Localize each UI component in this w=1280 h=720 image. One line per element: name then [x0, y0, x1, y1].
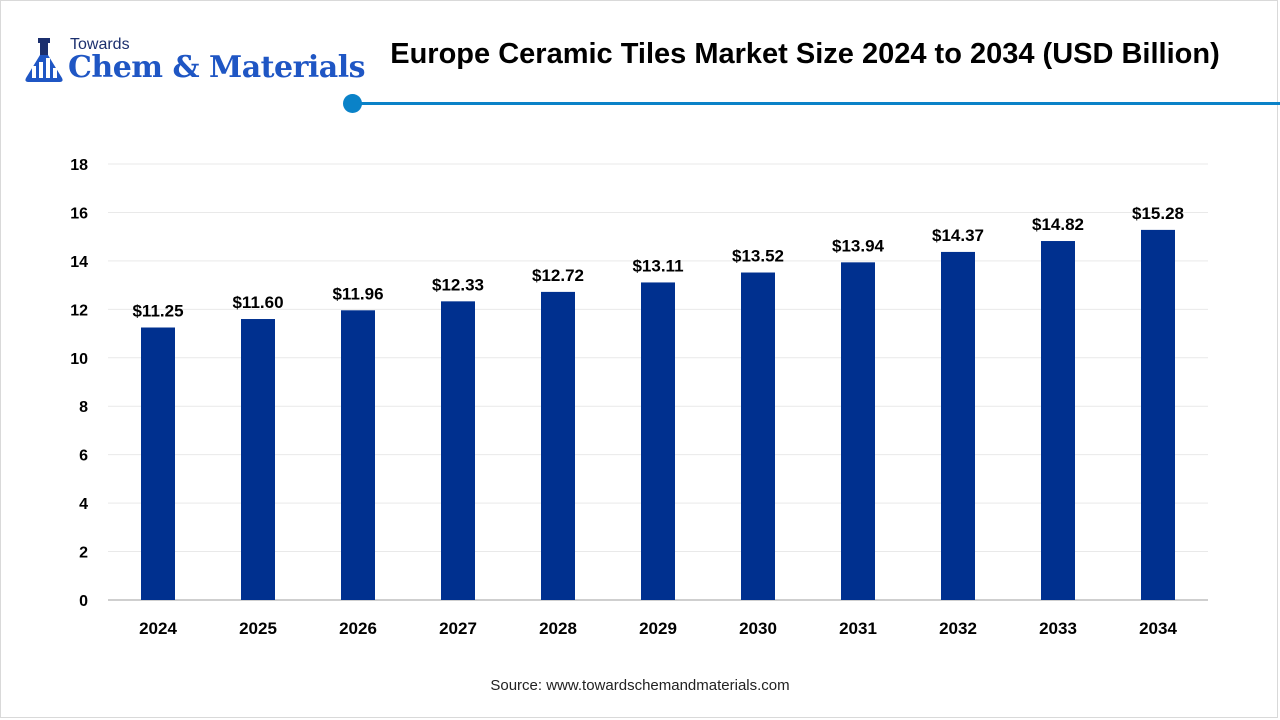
brand-line2: Chem & Materials	[68, 50, 366, 85]
data-label: $15.28	[1132, 204, 1184, 223]
x-tick-label: 2024	[139, 619, 177, 638]
data-label: $12.33	[432, 275, 484, 294]
bar	[1041, 241, 1075, 600]
data-label: $13.11	[632, 256, 683, 275]
bar	[641, 282, 675, 600]
brand-line1: Towards	[70, 36, 130, 53]
bar	[941, 251, 975, 600]
bar	[1141, 229, 1175, 600]
source-note: Source: www.towardschemandmaterials.com	[490, 677, 790, 694]
x-tick-label: 2031	[839, 619, 877, 638]
bar	[241, 319, 275, 600]
x-tick-label: 2028	[539, 619, 577, 638]
y-tick-label: 4	[79, 496, 88, 513]
title-rule	[352, 102, 1280, 105]
y-tick-label: 16	[70, 205, 88, 222]
bar	[341, 310, 375, 600]
x-tick-label: 2029	[639, 619, 677, 638]
y-tick-label: 18	[70, 157, 88, 174]
data-label: $11.60	[232, 293, 283, 312]
y-tick-label: 2	[79, 545, 88, 562]
x-tick-label: 2034	[1139, 619, 1177, 638]
x-tick-label: 2032	[939, 619, 977, 638]
x-tick-label: 2027	[439, 619, 477, 638]
bar	[541, 291, 575, 600]
data-label: $11.96	[332, 284, 383, 303]
chart-title: Europe Ceramic Tiles Market Size 2024 to…	[390, 38, 1220, 70]
data-label: $11.25	[132, 302, 183, 321]
data-label: $13.52	[732, 247, 784, 266]
y-tick-label: 14	[70, 254, 88, 271]
bar	[441, 301, 475, 600]
x-tick-label: 2026	[339, 619, 377, 638]
bar	[841, 262, 875, 600]
bar	[141, 327, 175, 600]
data-label: $13.94	[832, 236, 885, 255]
y-tick-label: 10	[70, 351, 88, 368]
data-label: $14.37	[932, 226, 984, 245]
y-tick-label: 6	[79, 448, 88, 465]
data-label: $14.82	[1032, 215, 1084, 234]
bar	[741, 272, 775, 600]
flask-icon	[25, 38, 63, 82]
y-tick-label: 8	[79, 399, 88, 416]
data-label: $12.72	[532, 266, 584, 285]
x-tick-label: 2025	[239, 619, 277, 638]
x-tick-label: 2033	[1039, 619, 1077, 638]
title-dot	[343, 94, 362, 113]
brand-logo: Towards Chem & Materials	[22, 34, 366, 90]
x-tick-label: 2030	[739, 619, 777, 638]
y-tick-label: 12	[70, 302, 88, 319]
y-tick-label: 0	[79, 593, 88, 610]
